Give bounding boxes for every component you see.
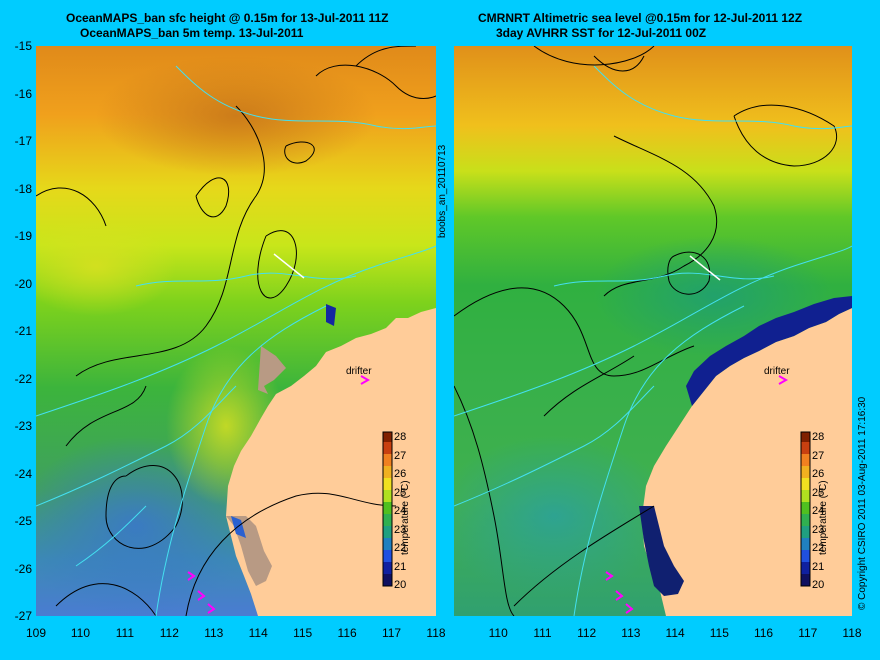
y-tick-label: -18 (14, 181, 32, 196)
left-colorbar (382, 431, 393, 587)
y-tick-label: -15 (14, 39, 32, 53)
x-tick-label: 115 (293, 626, 313, 640)
colorbar-tick-label: 28 (394, 431, 407, 443)
colorbar-tick-label: 26 (812, 468, 825, 480)
y-tick-label: -19 (14, 229, 32, 243)
x-tick-label: 112 (159, 626, 179, 640)
left-map-svg: drifter (36, 46, 436, 616)
left-title-line2: OceanMAPS_ban 5m temp. 13-Jul-2011 (80, 26, 304, 40)
x-tick-label: 114 (248, 626, 268, 640)
x-tick-label: 114 (665, 626, 685, 640)
left-drifter-label: drifter (346, 366, 372, 377)
x-tick-label: 117 (798, 626, 818, 640)
left-ssh-contours (36, 46, 436, 616)
colorbar-tick-label: 23 (812, 523, 825, 536)
colorbar-tick-label: 27 (812, 449, 825, 462)
colorbar-tick-label: 21 (394, 560, 407, 573)
run-id-label: boobs_an_20110713 (437, 144, 448, 238)
y-tick-label: -16 (14, 86, 32, 101)
left-title-line1: OceanMAPS_ban sfc height @ 0.15m for 13-… (66, 11, 389, 25)
colorbar-tick-label: 23 (394, 523, 407, 536)
colorbar-tick-label: 22 (394, 542, 407, 554)
colorbar-tick-label: 25 (394, 486, 407, 499)
x-tick-label: 116 (337, 626, 357, 640)
y-tick-label: -24 (14, 466, 32, 481)
right-title-line2: 3day AVHRR SST for 12-Jul-2011 00Z (496, 26, 707, 40)
right-isobaths (454, 65, 852, 616)
colorbar-tick-label: 25 (812, 486, 825, 499)
x-tick-label: 113 (204, 626, 224, 640)
x-tick-label: 110 (70, 626, 90, 640)
colorbar-tick-label: 26 (394, 468, 407, 480)
right-title-line1: CMRNRT Altimetric sea level @0.15m for 1… (478, 11, 803, 25)
y-tick-label: -26 (14, 561, 32, 576)
x-tick-label: 117 (381, 626, 402, 640)
right-map-panel[interactable]: drifter (454, 46, 852, 616)
y-tick-label: -27 (14, 609, 32, 623)
left-isobaths (36, 65, 436, 616)
x-tick-label: 115 (709, 626, 729, 640)
y-tick-label: -17 (14, 134, 32, 148)
colorbar-tick-label: 20 (394, 579, 407, 591)
colorbar-tick-label: 24 (394, 505, 407, 517)
x-tick-label: 113 (621, 626, 641, 640)
right-map-svg: drifter (454, 46, 852, 616)
x-tick-label: 111 (115, 626, 134, 640)
x-tick-label: 110 (488, 626, 508, 640)
right-colorbar-label: temperature (°C) (818, 480, 829, 555)
colorbar-tick-label: 20 (812, 579, 825, 591)
left-colorbar-label: temperature (°C) (400, 480, 411, 555)
right-drifter-markers (605, 375, 789, 614)
colorbar-tick-label: 27 (394, 449, 407, 462)
y-tick-label: -21 (14, 324, 32, 338)
right-ssh-contours (454, 46, 837, 616)
x-tick-label: 111 (533, 626, 552, 640)
x-tick-label: 116 (753, 626, 774, 640)
x-tick-label: 118 (426, 626, 446, 640)
colorbar-tick-label: 21 (812, 560, 825, 573)
left-map-panel[interactable]: drifter (36, 46, 436, 616)
y-tick-label: -22 (14, 371, 32, 386)
x-tick-label: 109 (25, 626, 47, 640)
colorbar-tick-label: 22 (812, 542, 825, 554)
x-tick-label: 118 (842, 626, 862, 640)
x-tick-label: 112 (577, 626, 597, 640)
y-tick-label: -20 (14, 276, 32, 291)
right-land-mass (642, 308, 852, 616)
colorbar-tick-label: 28 (812, 431, 825, 443)
y-tick-label: -25 (14, 514, 32, 528)
y-tick-label: -23 (14, 419, 32, 433)
colorbar-tick-label: 24 (812, 505, 825, 517)
right-drifter-label: drifter (764, 366, 790, 377)
left-drifter-markers (187, 375, 371, 614)
copyright-label: © Copyright CSIRO 2011 03-Aug-2011 17:16… (857, 396, 868, 610)
right-colorbar (800, 431, 811, 587)
